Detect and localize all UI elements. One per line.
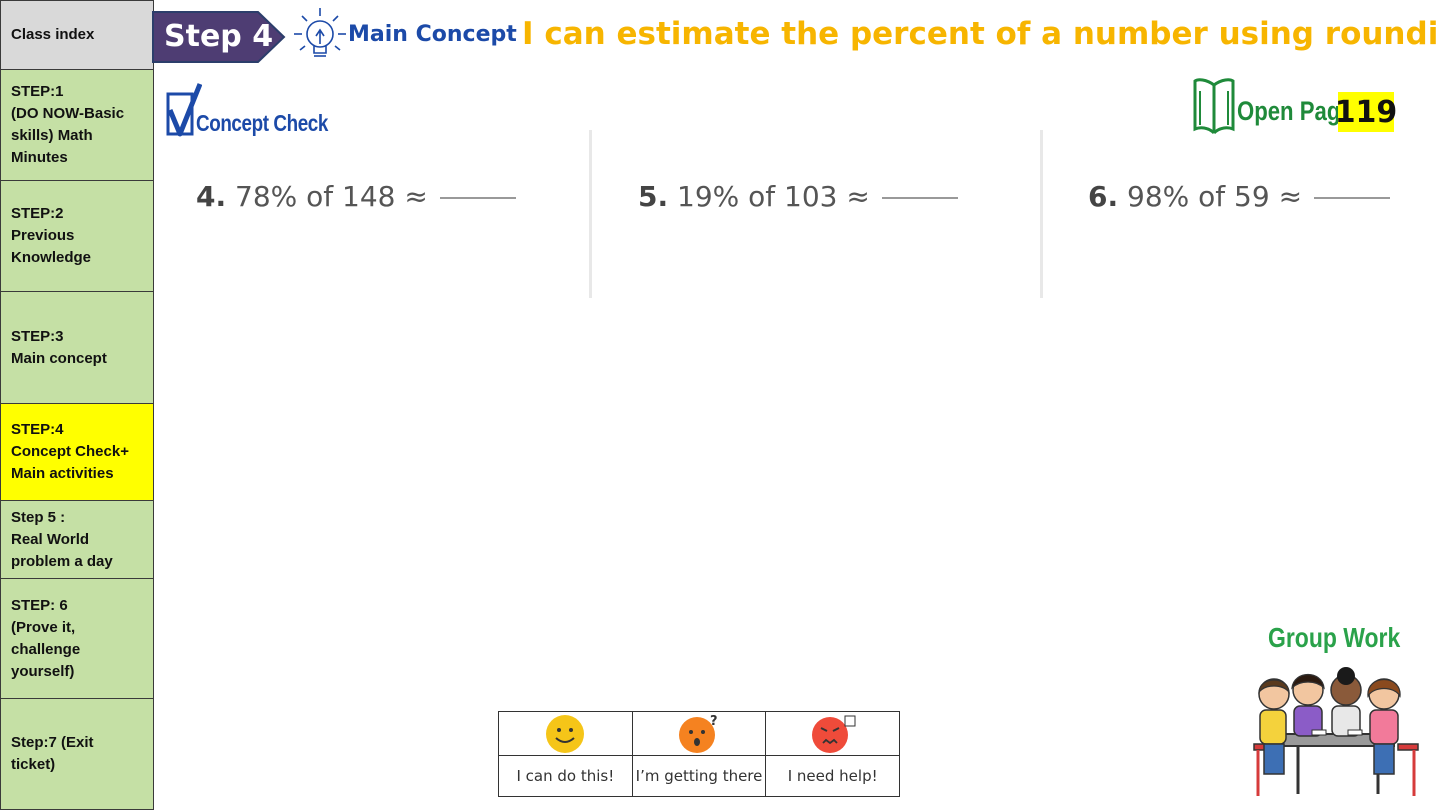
open-page-label: Open Page (1237, 96, 1353, 126)
sidebar-item-step-1[interactable]: STEP:1 (DO NOW-Basic skills) Math Minute… (0, 70, 154, 181)
problem-text: 78% of 148 ≈ (235, 180, 428, 213)
problem-4: 4. 78% of 148 ≈ (196, 180, 516, 213)
problem-text: 98% of 59 ≈ (1127, 180, 1303, 213)
sidebar-item-step-7[interactable]: Step:7 (Exit ticket) (0, 699, 154, 810)
problem-number: 6. (1088, 180, 1119, 213)
class-index-sidebar: Class index STEP:1 (DO NOW-Basic skills)… (0, 0, 154, 810)
step-badge: Step 4 (152, 11, 286, 63)
sidebar-item-step-5[interactable]: Step 5 : Real World problem a day (0, 501, 154, 579)
problem-number: 5. (638, 180, 669, 213)
book-icon (1193, 78, 1235, 135)
problem-number: 4. (196, 180, 227, 213)
self-assessment-option[interactable]: I need help! (766, 712, 900, 796)
confused-face-icon: ? (679, 714, 718, 753)
step-label: Step 4 (164, 19, 274, 54)
main-concept-label: Main Concept (348, 22, 517, 47)
answer-blank[interactable] (881, 197, 958, 199)
frustrated-face-icon (811, 715, 856, 753)
smiling-face-icon (546, 714, 585, 753)
arrow-badge-icon (152, 11, 286, 63)
problem-5: 5. 19% of 103 ≈ (638, 180, 958, 213)
concept-check-label: Concept Check (196, 110, 328, 136)
self-assessment-table: I can do this! ? I’m getting there I nee… (498, 711, 900, 797)
problem-text: 19% of 103 ≈ (677, 180, 870, 213)
self-assessment-label: I can do this! (516, 767, 615, 785)
problem-divider (589, 130, 592, 298)
self-assessment-label: I need help! (787, 767, 878, 785)
self-assessment-option[interactable]: ? I’m getting there (632, 712, 767, 796)
sidebar-item-step-6[interactable]: STEP: 6 (Prove it, challenge yourself) (0, 579, 154, 699)
sidebar-item-step-3[interactable]: STEP:3 Main concept (0, 292, 154, 404)
self-assessment-label: I’m getting there (635, 767, 763, 785)
group-work-kids-icon (1253, 667, 1419, 796)
self-assessment-option[interactable]: I can do this! (499, 712, 633, 796)
learning-objective: I can estimate the percent of a number u… (522, 16, 1440, 52)
answer-blank[interactable] (439, 197, 516, 199)
answer-blank[interactable] (1314, 197, 1391, 199)
problem-divider (1040, 130, 1043, 298)
svg-text:?: ? (710, 714, 718, 729)
sidebar-item-step-4[interactable]: STEP:4 Concept Check+ Main activities (0, 404, 154, 501)
lightbulb-icon (294, 8, 346, 57)
checkmark-icon (166, 83, 202, 137)
sidebar-item-class-index[interactable]: Class index (0, 0, 154, 70)
group-work-label: Group Work (1268, 622, 1401, 653)
page-number-badge: 119 (1335, 92, 1397, 132)
problem-6: 6. 98% of 59 ≈ (1088, 180, 1391, 213)
sidebar-item-step-2[interactable]: STEP:2 Previous Knowledge (0, 181, 154, 292)
